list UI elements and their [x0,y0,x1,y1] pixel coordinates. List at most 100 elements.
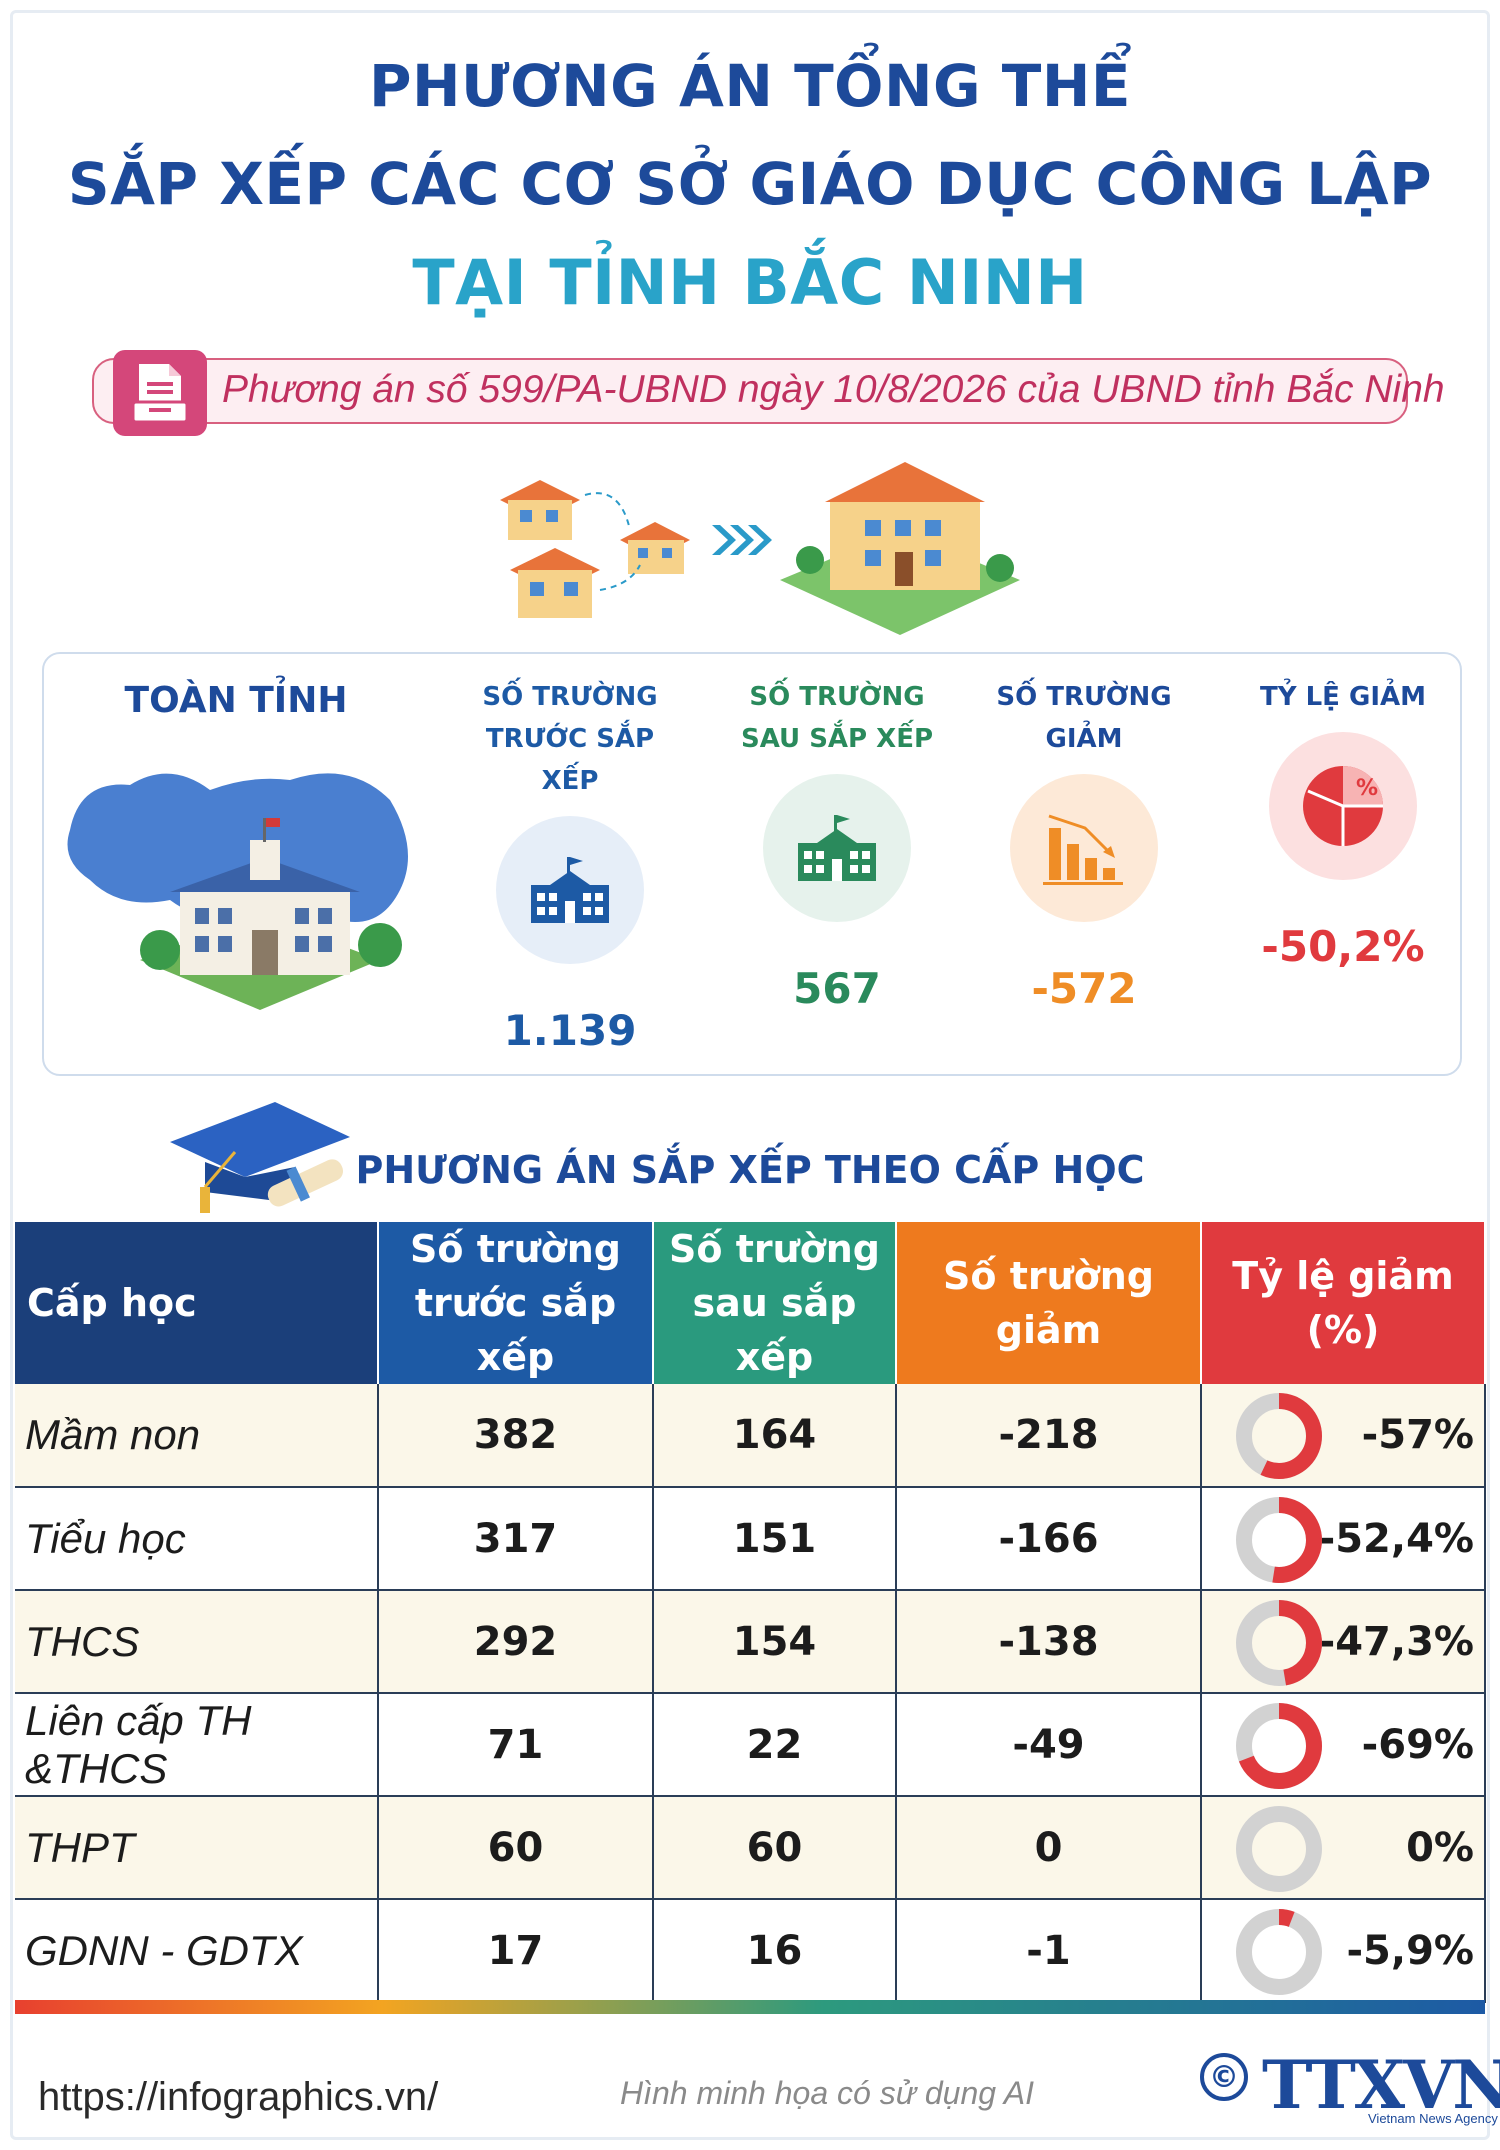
ttxvn-logo-subtitle: Vietnam News Agency [1368,2111,1498,2126]
stat-before-value: 1.139 [503,1006,637,1055]
after-count: 164 [653,1384,897,1488]
rate-value: -69% [1361,1721,1474,1768]
header-after-line-1: Số trường [668,1227,881,1271]
stat-before: SỐ TRƯỜNG TRƯỚC SẮP XẾP 1.139 [455,676,685,1055]
stat-after-label-1: SỐ TRƯỜNG [749,682,925,712]
rate-cell: -57% [1201,1384,1486,1488]
school-merge-illustration [500,462,1020,635]
level-name: Liên cấp TH &THCS [15,1693,379,1797]
before-count: 71 [378,1693,654,1797]
rate-donut-track [1236,1909,1322,1995]
stat-before-label-2: TRƯỚC SẮP XẾP [485,724,655,796]
graduation-cap-icon [170,1102,350,1213]
table-row: Mầm non 382 164 -218 -57% [15,1384,1486,1488]
decrease-count: 0 [896,1796,1202,1900]
province-map-illustration [67,773,408,1010]
rate-value: -52,4% [1318,1515,1474,1562]
header-level-label: Cấp học [27,1281,197,1325]
school-icon [531,857,609,923]
bar-chart-down-icon [1043,814,1123,885]
decrease-count: -1 [896,1899,1202,2003]
header-before-line-2: trước sắp xếp [414,1281,617,1379]
rate-donut-arc [1236,1703,1322,1789]
level-name: THCS [15,1590,379,1694]
rate-donut-arc [1236,1909,1322,1995]
table-row: THCS 292 154 -138 -47,3% [15,1590,1486,1694]
stat-rate-label-2: TỶ LỆ GIẢM [1259,682,1426,712]
stat-decrease-label-2: SỐ TRƯỜNG GIẢM [996,682,1172,754]
after-count: 16 [653,1899,897,2003]
header-level: Cấp học [15,1222,379,1384]
small-school-icon [500,480,580,540]
stat-decrease: SỐ TRƯỜNG GIẢM -572 [969,676,1199,1013]
rate-donut-arc [1236,1497,1322,1583]
ttxvn-logo: TTXVN [1262,2046,1500,2124]
footer-note: Hình minh họa có sử dụng AI [620,2075,1034,2111]
region-label: TOÀN TỈNH [124,680,348,721]
rate-cell: -52,4% [1201,1487,1486,1591]
rate-cell: -5,9% [1201,1899,1486,2003]
stat-rate: TỶ LỆ GIẢM % -50,2% [1228,676,1458,971]
rate-donut [1236,1703,1322,1789]
education-level-table: Cấp học Số trường trước sắp xếp Số trường… [15,1222,1486,2003]
header-after: Số trường sau sắp xếp [653,1222,897,1384]
rate-donut [1236,1497,1322,1583]
rate-value: -57% [1361,1412,1474,1458]
rate-value: -5,9% [1346,1927,1474,1974]
stat-after-label-2: SAU SẮP XẾP [740,724,934,754]
stat-rate-value: -50,2% [1261,922,1425,971]
stat-decrease-value: -572 [1031,964,1137,1013]
stat-after: SỐ TRƯỜNG SAU SẮP XẾP 567 [722,676,952,1013]
reference-box [92,358,1408,424]
gradient-divider [15,2000,1485,2014]
header-before: Số trường trước sắp xếp [378,1222,654,1384]
rate-cell: -69% [1201,1693,1486,1797]
rate-donut-arc [1236,1600,1322,1686]
table-row: GDNN - GDTX 17 16 -1 -5,9% [15,1899,1486,2003]
decrease-count: -49 [896,1693,1202,1797]
footer-url[interactable]: https://infographics.vn/ [38,2075,439,2119]
rate-cell: 0% [1201,1796,1486,1900]
large-school-icon [780,462,1020,635]
decrease-count: -138 [896,1590,1202,1694]
after-count: 151 [653,1487,897,1591]
decrease-count: -218 [896,1384,1202,1488]
table-row: Liên cấp TH &THCS 71 22 -49 -69% [15,1693,1486,1797]
title-line-2: SẮP XẾP CÁC CƠ SỞ GIÁO DỤC CÔNG LẬP [67,150,1433,218]
after-count: 60 [653,1796,897,1900]
page-frame [10,10,1490,2140]
small-school-icon [510,548,600,618]
stat-rate-circle: % [1269,732,1417,880]
school-icon [798,815,876,881]
rate-value: -47,3% [1318,1618,1474,1665]
small-school-icon [620,522,690,574]
level-name: Tiểu học [15,1487,379,1591]
rate-donut [1236,1806,1322,1892]
before-count: 382 [378,1384,654,1488]
header-before-line-1: Số trường [409,1227,622,1271]
rate-donut [1236,1600,1322,1686]
after-count: 154 [653,1590,897,1694]
pie-chart-percent-icon: % [1303,766,1383,846]
stat-after-value: 567 [793,964,881,1013]
level-name: Mầm non [15,1384,379,1488]
section-title: PHƯƠNG ÁN SẮP XẾP THEO CẤP HỌC [355,1148,1145,1192]
rate-donut-arc [1236,1393,1322,1479]
stat-before-label-1: SỐ TRƯỜNG [482,682,658,712]
rate-donut [1236,1393,1322,1479]
stat-before-circle [496,816,644,964]
before-count: 17 [378,1899,654,2003]
level-name: GDNN - GDTX [15,1899,379,2003]
reference-text: Phương án số 599/PA-UBND ngày 10/8/2026 … [222,368,1445,411]
header-after-line-2: sau sắp xếp [692,1281,857,1379]
before-count: 292 [378,1590,654,1694]
stat-decrease-circle [1010,774,1158,922]
level-name: THPT [15,1796,379,1900]
header-rate-label: Tỷ lệ giảm (%) [1232,1254,1454,1352]
before-count: 60 [378,1796,654,1900]
chevron-arrows-icon [712,525,772,555]
stat-after-circle [763,774,911,922]
rate-value: 0% [1406,1824,1474,1871]
table-header-row: Cấp học Số trường trước sắp xếp Số trường… [15,1222,1486,1384]
title-line-3: TẠI TỈNH BẮC NINH [412,246,1088,319]
